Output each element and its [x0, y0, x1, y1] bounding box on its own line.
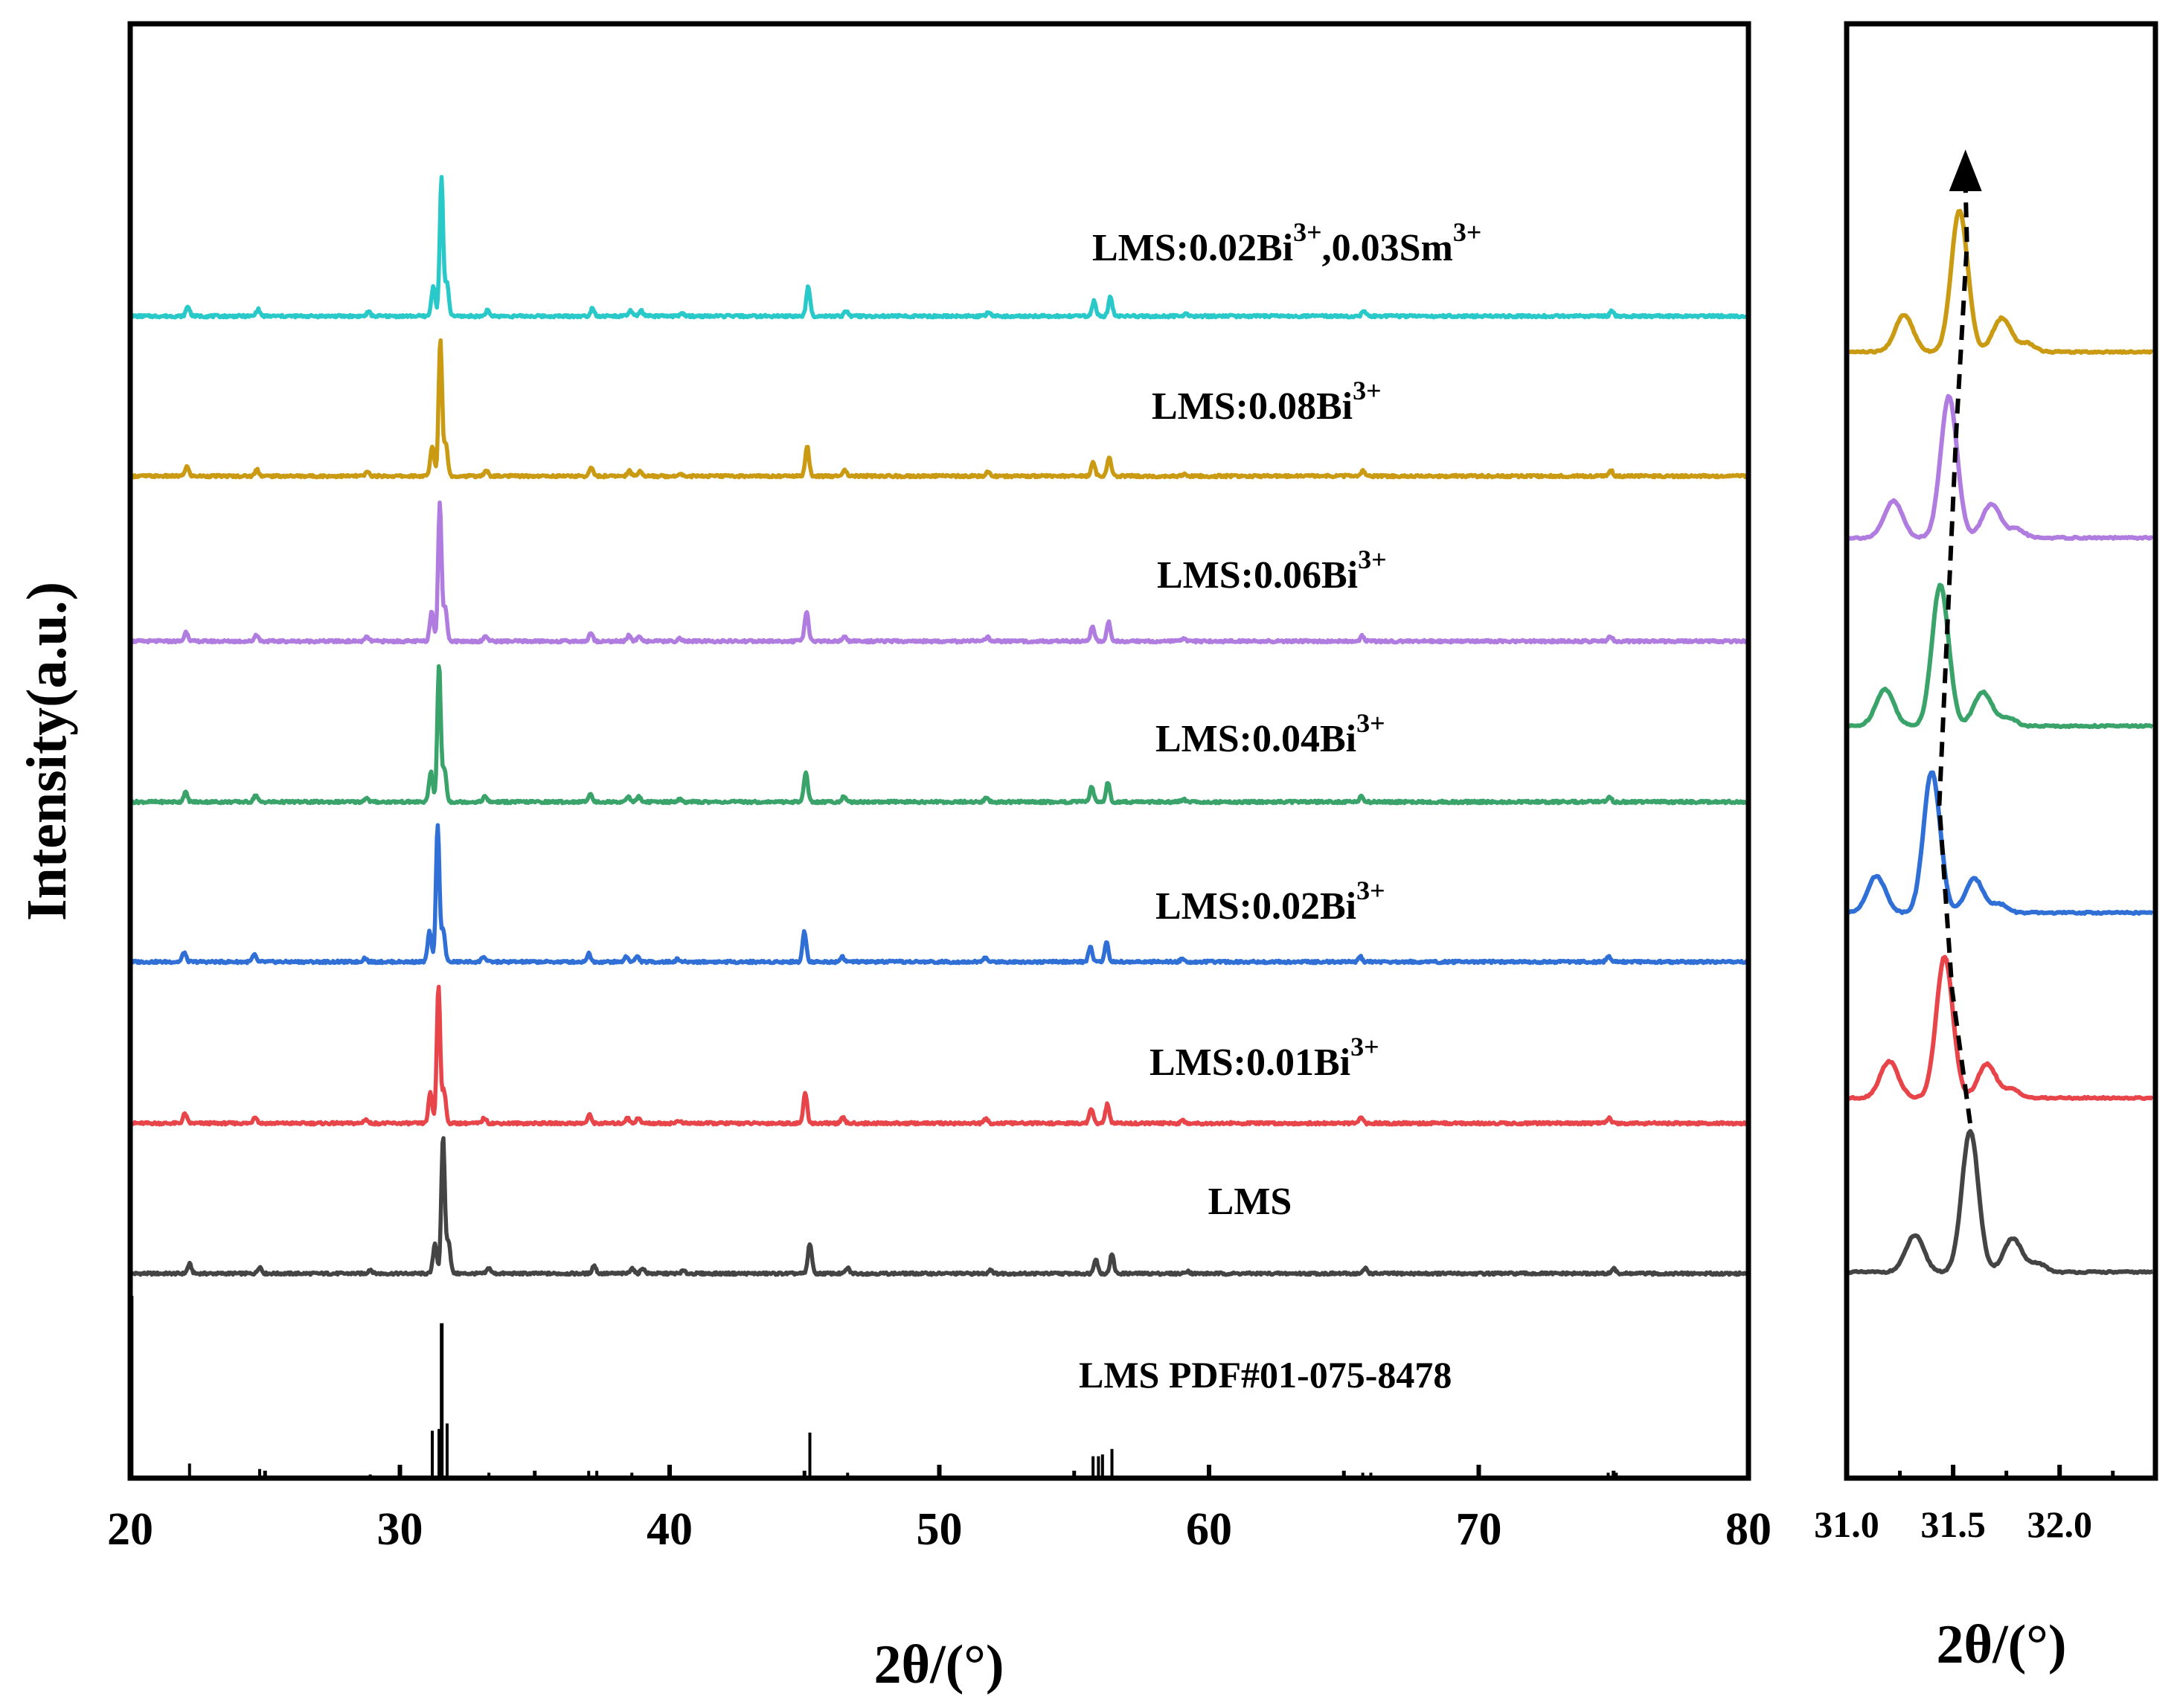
series-label-0.06bi: LMS:0.06Bi3+ — [1157, 545, 1387, 597]
zoom-x-tick-label-31.5: 31.5 — [1920, 1503, 1986, 1545]
trace-LMS:0.01Bi3+ — [129, 984, 1748, 1127]
zoom-x-tick-label-31: 31.0 — [1814, 1503, 1879, 1545]
series-label-lms: LMS — [1208, 1181, 1292, 1223]
zoom-trace-LMS:0.01Bi3+ — [1847, 954, 2154, 1102]
main-x-tick-label-40: 40 — [647, 1504, 693, 1555]
zoom-trace-LMS — [1846, 1128, 2153, 1276]
zoom-trace-LMS:0.06Bi3+ — [1847, 394, 2154, 542]
main-x-axis-title: 2θ/(°) — [873, 1634, 1004, 1695]
trace-LMS:0.04Bi3+ — [129, 664, 1749, 806]
reference-label: LMS PDF#01-075-8478 — [1079, 1354, 1452, 1396]
peak-shift-arrow — [1937, 150, 1982, 1124]
main-plot-frame — [127, 21, 1751, 1481]
zoom-trace-LMS:0.02Bi3+ — [1847, 770, 2154, 916]
series-label-0.08bi: LMS:0.08Bi3+ — [1152, 376, 1382, 428]
zoom-panel: 31.0 31.5 32.0 2θ/(°) — [1814, 21, 2158, 1675]
zoom-x-ticks: 31.0 31.5 32.0 — [1814, 1465, 2115, 1545]
main-x-ticks: 20 30 40 50 60 70 80 — [107, 1465, 1772, 1555]
main-x-tick-label-60: 60 — [1186, 1504, 1232, 1555]
series-label-0.04bi: LMS:0.04Bi3+ — [1155, 708, 1385, 760]
main-x-tick-label-20: 20 — [107, 1504, 153, 1555]
zoom-traces — [1846, 208, 2154, 1276]
main-x-tick-label-30: 30 — [377, 1504, 423, 1555]
main-traces — [129, 175, 1749, 1277]
zoom-plot-frame — [1844, 21, 2158, 1481]
zoom-x-tick-label-32: 32.0 — [2027, 1503, 2092, 1545]
main-panel: 20 30 40 50 60 70 80 LMS LMS:0.01Bi3+ LMS:0.02… — [16, 21, 1772, 1695]
y-axis-title: Intensity(a.u.) — [16, 582, 78, 921]
main-x-tick-label-50: 50 — [917, 1504, 963, 1555]
trace-LMS — [129, 1136, 1748, 1277]
series-label-0.01bi: LMS:0.01Bi3+ — [1150, 1032, 1379, 1084]
shift-arrow-head — [1949, 150, 1982, 191]
trace-LMS:0.06Bi3+ — [129, 500, 1748, 645]
series-label-bi-sm: LMS:0.02Bi3+,0.03Sm3+ — [1092, 217, 1481, 269]
main-x-tick-label-80: 80 — [1725, 1504, 1772, 1555]
shift-arrow-line — [1937, 186, 1972, 1124]
trace-LMS:0.08Bi3+ — [129, 338, 1748, 480]
main-x-tick-label-70: 70 — [1456, 1504, 1502, 1555]
zoom-trace-LMS:0.08Bi3+ — [1846, 208, 2154, 356]
trace-LMS:0.02Bi3+,0.03Sm3+ — [129, 175, 1749, 320]
zoom-trace-LMS:0.04Bi3+ — [1847, 582, 2154, 730]
zoom-x-axis-title: 2θ/(°) — [1936, 1614, 2066, 1675]
trace-LMS:0.02Bi3+ — [129, 823, 1748, 966]
series-label-0.02bi: LMS:0.02Bi3+ — [1155, 876, 1385, 928]
